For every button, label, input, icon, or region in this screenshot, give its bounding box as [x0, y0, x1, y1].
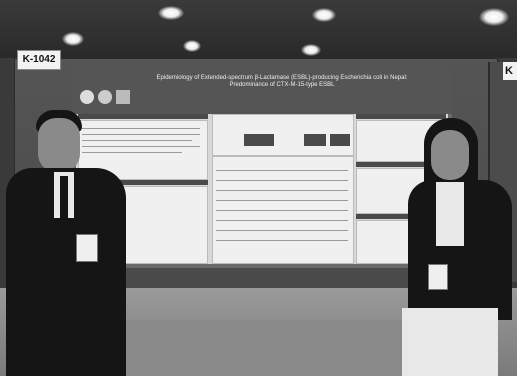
face: [38, 118, 80, 172]
text-line: [216, 180, 348, 181]
name-badge: [428, 264, 448, 290]
poster-title-line: Epidemiology of Extended-spectrum β-Lact…: [156, 75, 408, 81]
neighbor-booth-label: K: [503, 62, 517, 80]
logo: [116, 90, 130, 104]
section-header: [356, 162, 446, 167]
ceiling-light: [301, 44, 321, 56]
text-line: [82, 134, 200, 135]
ceiling-light: [62, 32, 84, 46]
blouse: [436, 182, 464, 246]
text-line: [216, 170, 348, 171]
text-line: [216, 210, 348, 211]
person-left: [0, 110, 130, 376]
ceiling-light: [479, 8, 509, 26]
text-line: [82, 146, 200, 147]
ceiling-light: [183, 40, 201, 52]
poster-header: Epidemiology of Extended-spectrum β-Lact…: [72, 68, 452, 114]
skirt: [402, 308, 498, 376]
poster-title-line: Predominance of CTX-M-15-type ESBL: [229, 82, 335, 88]
person-right: [398, 118, 517, 376]
text-line: [82, 152, 182, 153]
logo: [98, 90, 112, 104]
section-header: [356, 114, 446, 119]
text-line: [82, 128, 200, 129]
text-line: [216, 220, 348, 221]
text-line: [216, 190, 348, 191]
ceiling-light: [158, 6, 184, 20]
carpet: [100, 320, 420, 376]
diagram-box: [244, 134, 274, 146]
ceiling-light: [312, 8, 336, 22]
section-header: [356, 214, 446, 219]
booth-label: K-1042: [17, 50, 61, 70]
poster-title: Epidemiology of Extended-spectrum β-Lact…: [132, 75, 432, 89]
diagram-box: [330, 134, 350, 146]
face: [431, 130, 469, 180]
text-line: [82, 140, 192, 141]
tie: [60, 176, 68, 220]
text-line: [216, 240, 348, 241]
name-badge: [76, 234, 98, 262]
section-header: [78, 114, 208, 119]
poster-body: [76, 114, 448, 264]
text-line: [216, 230, 348, 231]
text-line: [216, 200, 348, 201]
section-header: [78, 180, 208, 185]
poster: Epidemiology of Extended-spectrum β-Lact…: [72, 68, 452, 268]
logo: [80, 90, 94, 104]
diagram-box: [304, 134, 326, 146]
